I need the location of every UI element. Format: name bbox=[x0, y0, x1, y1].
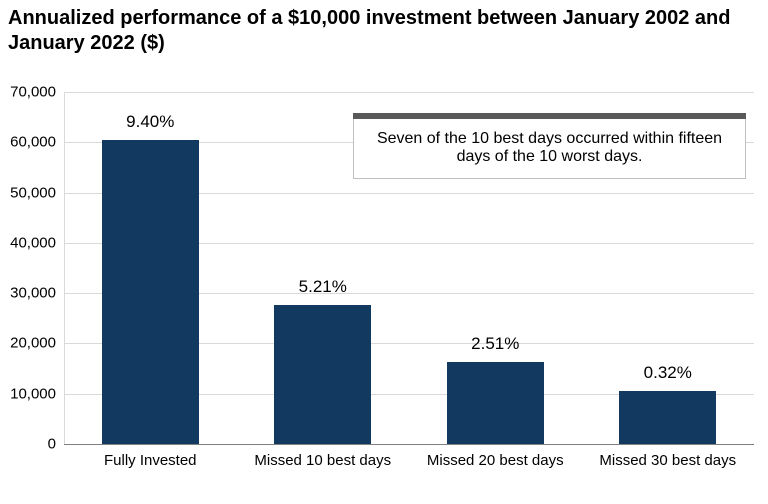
callout-box: Seven of the 10 best days occurred withi… bbox=[353, 113, 746, 179]
bar-value-label: 0.32% bbox=[644, 363, 692, 383]
bar bbox=[102, 140, 199, 444]
bar bbox=[447, 362, 544, 444]
x-tick-label: Missed 30 best days bbox=[599, 452, 736, 469]
y-tick-label: 0 bbox=[48, 436, 56, 453]
grid-line bbox=[64, 444, 754, 445]
callout-text: Seven of the 10 best days occurred withi… bbox=[368, 124, 731, 166]
x-tick-label: Missed 10 best days bbox=[254, 452, 391, 469]
y-axis-line bbox=[64, 92, 65, 444]
x-tick-label: Fully Invested bbox=[104, 452, 197, 469]
bar-value-label: 5.21% bbox=[299, 277, 347, 297]
callout-top-bar bbox=[353, 113, 746, 119]
bar-value-label: 9.40% bbox=[126, 112, 174, 132]
y-tick-label: 30,000 bbox=[10, 285, 56, 302]
y-tick-label: 10,000 bbox=[10, 385, 56, 402]
chart-title: Annualized performance of a $10,000 inve… bbox=[8, 6, 760, 56]
bar-value-label: 2.51% bbox=[471, 334, 519, 354]
x-tick-label: Missed 20 best days bbox=[427, 452, 564, 469]
bar bbox=[274, 305, 371, 444]
bar bbox=[619, 391, 716, 444]
y-tick-label: 50,000 bbox=[10, 184, 56, 201]
y-tick-label: 70,000 bbox=[10, 84, 56, 101]
y-tick-label: 40,000 bbox=[10, 234, 56, 251]
y-tick-label: 60,000 bbox=[10, 134, 56, 151]
y-tick-label: 20,000 bbox=[10, 335, 56, 352]
chart-container: Annualized performance of a $10,000 inve… bbox=[0, 0, 768, 504]
grid-line bbox=[64, 92, 754, 93]
